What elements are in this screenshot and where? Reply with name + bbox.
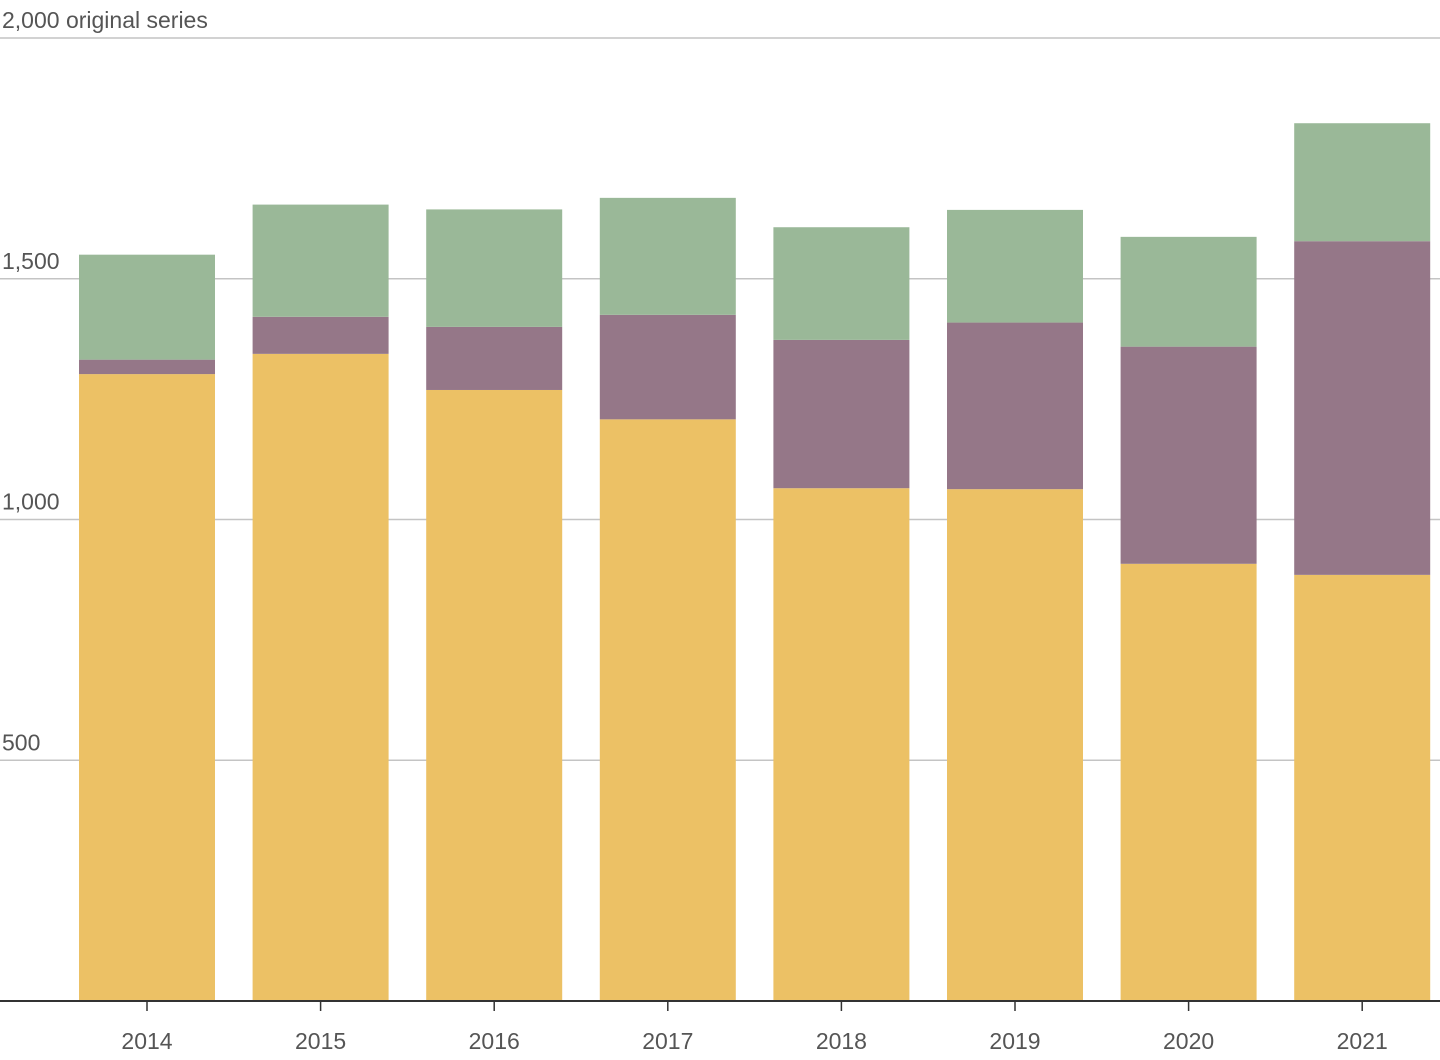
bar-segment bbox=[773, 339, 910, 489]
bar-segment bbox=[947, 322, 1083, 490]
bar-segment bbox=[79, 254, 215, 360]
x-tick-label: 2014 bbox=[121, 1028, 172, 1054]
bar-segment bbox=[426, 209, 563, 327]
bar-segment bbox=[252, 353, 389, 1001]
bar-segment bbox=[599, 419, 736, 1001]
y-tick-label: 500 bbox=[2, 729, 40, 755]
x-tick-label: 2017 bbox=[642, 1028, 693, 1054]
x-tick-label: 2018 bbox=[816, 1028, 867, 1054]
bar-segment bbox=[79, 374, 215, 1001]
bar-segment bbox=[773, 488, 910, 1001]
bar-segment bbox=[1294, 241, 1431, 575]
x-tick-label: 2019 bbox=[989, 1028, 1040, 1054]
bar-segment bbox=[252, 316, 389, 354]
bar-segment bbox=[1120, 563, 1257, 1001]
x-tick-label: 2021 bbox=[1337, 1028, 1388, 1054]
x-tick-label: 2016 bbox=[469, 1028, 520, 1054]
y-tick-label: 1,000 bbox=[2, 489, 60, 515]
bar-segment bbox=[1294, 574, 1431, 1001]
bar-segment bbox=[252, 204, 389, 317]
bars bbox=[79, 123, 1431, 1001]
bar-segment bbox=[947, 489, 1083, 1001]
bar-segment bbox=[426, 389, 563, 1001]
x-tick-label: 2020 bbox=[1163, 1028, 1214, 1054]
y-tick-label: 2,000 original series bbox=[2, 7, 208, 33]
bar-segment bbox=[773, 227, 910, 340]
bar-segment bbox=[1120, 236, 1257, 347]
bar-segment bbox=[947, 209, 1083, 323]
bar-segment bbox=[599, 314, 736, 420]
bar-segment bbox=[1294, 123, 1431, 242]
bar-segment bbox=[426, 326, 563, 390]
bar-segment bbox=[79, 359, 215, 375]
bar-segment bbox=[599, 197, 736, 315]
x-tick-label: 2015 bbox=[295, 1028, 346, 1054]
x-axis: 2014 2015 2016 2017 2018 2019 2020 2021 bbox=[0, 1000, 1440, 1054]
bar-segment bbox=[1120, 346, 1257, 564]
y-tick-label: 1,500 bbox=[2, 248, 60, 274]
